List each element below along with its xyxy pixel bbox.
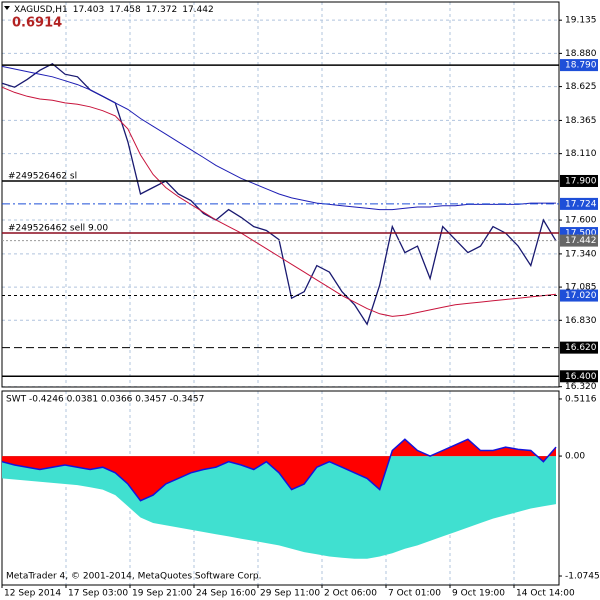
y-tick-label: 18.365 xyxy=(565,116,597,126)
header-field: 17.403 xyxy=(73,5,105,15)
y-tick-label: -1.0745 xyxy=(565,572,600,582)
signal-line xyxy=(1,438,557,502)
header-field: 17.458 xyxy=(109,5,141,15)
price-badge xyxy=(560,234,598,247)
indicator-frame xyxy=(1,390,560,586)
x-tick-label: 17 Sep 03:00 xyxy=(68,589,128,599)
x-tick-label: 19 Sep 21:00 xyxy=(132,589,192,599)
y-tick-label: 18.880 xyxy=(565,49,597,59)
header-field: XAGUSD,H1 xyxy=(14,5,68,15)
y-tick-label: 16.320 xyxy=(565,382,597,392)
x-tick-label: 14 Oct 14:00 xyxy=(516,589,575,599)
price-badge xyxy=(560,59,598,72)
price-badge xyxy=(560,370,598,383)
price-badge xyxy=(560,341,598,354)
y-tick-label: 19.135 xyxy=(565,16,597,26)
spread-value: 0.6914 xyxy=(12,16,62,31)
header-field: 17.372 xyxy=(146,5,178,15)
y-tick-label: 17.085 xyxy=(565,283,597,293)
y-tick-label: 18.625 xyxy=(565,82,597,92)
y-tick-label: 16.830 xyxy=(565,316,597,326)
copyright: MetaTrader 4, © 2001-2014, MetaQuotes So… xyxy=(6,572,262,582)
header-field: 17.442 xyxy=(182,5,214,15)
y-tick-label: 0.5116 xyxy=(565,394,597,404)
symbol-info: XAGUSD,H1 17.403 17.458 17.372 17.442 xyxy=(14,5,214,15)
price-line xyxy=(1,86,557,317)
price-badge-label: 17.900 xyxy=(565,176,597,186)
main-frame xyxy=(1,1,560,388)
price-badge-label: 16.620 xyxy=(565,343,597,353)
y-tick-label: 17.600 xyxy=(565,216,597,226)
price-badge-label: 17.442 xyxy=(565,236,597,246)
indicator-title: SWT -0.4246 0.0381 0.0366 0.3457 -0.3457 xyxy=(6,395,204,405)
price-badge-label: 18.790 xyxy=(565,61,597,71)
price-badge xyxy=(560,174,598,187)
y-tick-label: 17.340 xyxy=(565,249,597,259)
y-tick-label: 0.00 xyxy=(565,452,585,462)
price-badge xyxy=(560,289,598,302)
x-tick-label: 12 Sep 2014 xyxy=(4,589,61,599)
x-tick-label: 7 Oct 01:00 xyxy=(388,589,441,599)
x-tick-label: 9 Oct 19:00 xyxy=(452,589,505,599)
price-badge-label: 16.400 xyxy=(565,372,597,382)
price-badge xyxy=(560,197,598,210)
x-tick-label: 24 Sep 16:00 xyxy=(196,589,256,599)
price-badge-label: 17.500 xyxy=(565,229,597,239)
x-tick-label: 29 Sep 11:00 xyxy=(260,589,320,599)
menu-arrow[interactable] xyxy=(4,6,10,10)
x-tick-label: 2 Oct 06:00 xyxy=(324,589,377,599)
order-label: #249526462 sl xyxy=(8,171,77,181)
y-tick-label: 18.110 xyxy=(565,149,597,159)
order-label: #249526462 sell 9.00 xyxy=(8,224,108,234)
price-badge-label: 17.020 xyxy=(565,291,597,301)
price-line xyxy=(1,65,556,211)
price-badge-label: 17.724 xyxy=(565,199,597,209)
histogram-area xyxy=(2,439,556,501)
